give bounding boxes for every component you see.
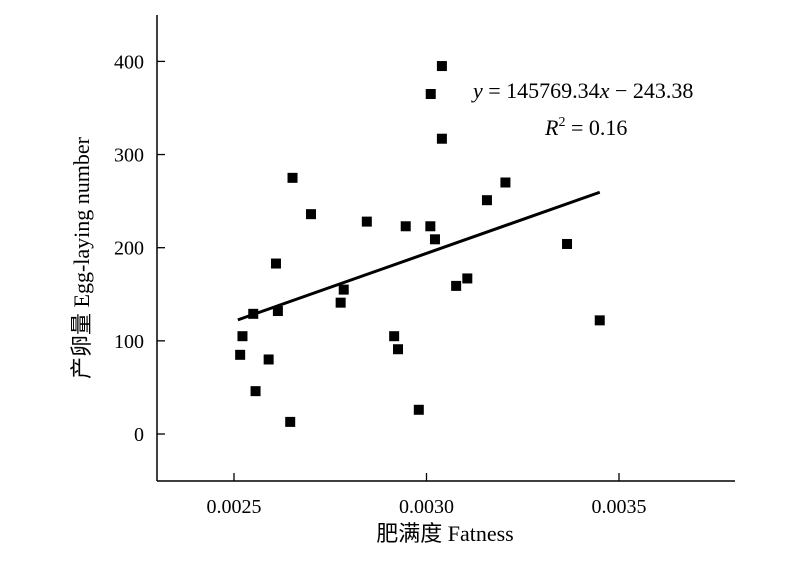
data-point [287,172,298,183]
y-tick-label: 100 [114,331,144,353]
data-point [361,216,372,227]
y-tick-label: 0 [134,424,144,446]
data-point [338,284,349,295]
equation-y: y [471,78,483,103]
data-point [263,354,274,365]
data-point [272,306,283,317]
r-squared-value: = 0.16 [565,115,627,140]
data-point [335,297,346,308]
r-squared-r: R [544,115,559,140]
data-point [425,89,436,100]
data-point [389,331,400,342]
data-point [270,258,281,269]
regression-equation: y = 145769.34x − 243.38 [471,78,693,103]
data-point [451,280,462,291]
r-squared: R2 = 0.16 [544,115,627,140]
x-tick-label: 0.0035 [592,496,647,518]
data-point [481,195,492,206]
data-point [237,331,248,342]
equation-x: x [599,78,610,103]
y-axis-label: 产卵量 Egg-laying number [69,136,94,379]
data-point [429,234,440,245]
data-points [235,61,605,427]
data-point [306,209,316,220]
trendline-group [237,190,601,322]
y-ticks: 0 100 200 300 400 [114,51,165,446]
data-point [250,386,261,397]
data-point [436,133,447,144]
x-ticks: 0.0025 0.0030 0.0035 [207,473,647,518]
y-tick-label: 200 [114,238,144,260]
x-axis-label: 肥满度 Fatness [376,521,514,546]
y-tick-label: 400 [114,51,144,73]
data-point [594,315,605,326]
y-tick-label: 300 [114,145,144,167]
data-point [235,349,246,360]
data-point [285,416,296,427]
data-point [400,221,411,232]
data-point [462,273,473,284]
data-point [436,61,447,72]
x-tick-label: 0.0030 [399,496,454,518]
trendline [237,190,601,322]
equation-coef: = 145769.34 [483,78,600,103]
r-squared-exponent: 2 [558,115,565,130]
data-point [562,238,573,249]
data-point [413,404,424,415]
data-point [425,221,436,232]
x-tick-label: 0.0025 [207,496,262,518]
data-point [393,344,404,355]
equation-intercept: − 243.38 [609,78,693,103]
data-point [500,177,511,188]
